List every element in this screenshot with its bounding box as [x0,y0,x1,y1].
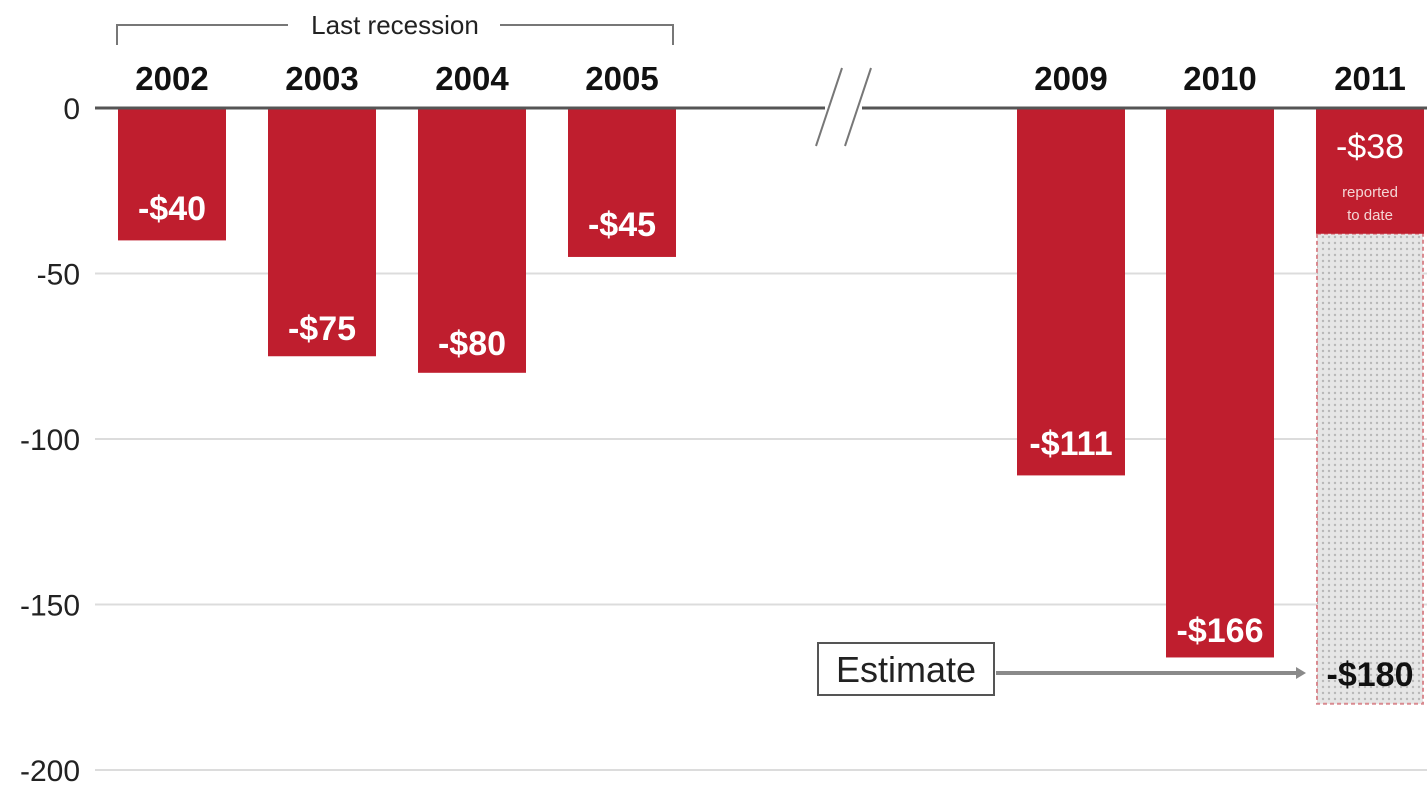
data-label: -$80 [438,325,506,363]
data-label: -$38 [1336,128,1404,166]
x-tick-label: 2009 [1034,60,1107,97]
data-label: -$75 [288,310,356,348]
x-tick-label: 2003 [285,60,358,97]
estimate-bar [1316,232,1424,705]
y-tick-label: -200 [20,755,80,788]
bar-2011 [1316,108,1424,234]
bar-2010 [1166,108,1274,658]
x-tick-label: 2002 [135,60,208,97]
y-tick-label: 0 [63,93,80,126]
estimate-label: Estimate [836,649,976,690]
data-label: -$111 [1029,425,1112,463]
estimate-box [817,642,995,696]
x-tick-label: 2011 [1334,60,1406,97]
reported-note: to date [1347,207,1393,224]
axis-break-mark [844,67,872,147]
bar-2005 [568,108,676,257]
recession-bracket [116,24,674,45]
data-label: -$45 [588,206,656,244]
reported-note: reported [1342,184,1398,201]
y-tick-label: -50 [37,259,80,292]
data-label: -$166 [1177,612,1264,650]
estimate-value-label: -$180 [1327,656,1414,694]
bar-2004 [418,108,526,373]
bar-2002 [118,108,226,241]
y-tick-label: -150 [20,590,80,623]
recession-label: Last recession [311,10,479,40]
bar-2009 [1017,108,1125,476]
x-tick-label: 2004 [435,60,509,97]
estimate-arrowhead [1296,667,1306,679]
data-label: -$40 [138,190,206,228]
x-tick-label: 2010 [1183,60,1256,97]
y-tick-label: -100 [20,424,80,457]
axis-break-mark [815,67,843,147]
x-tick-label: 2005 [585,60,658,97]
bar-2003 [268,108,376,357]
